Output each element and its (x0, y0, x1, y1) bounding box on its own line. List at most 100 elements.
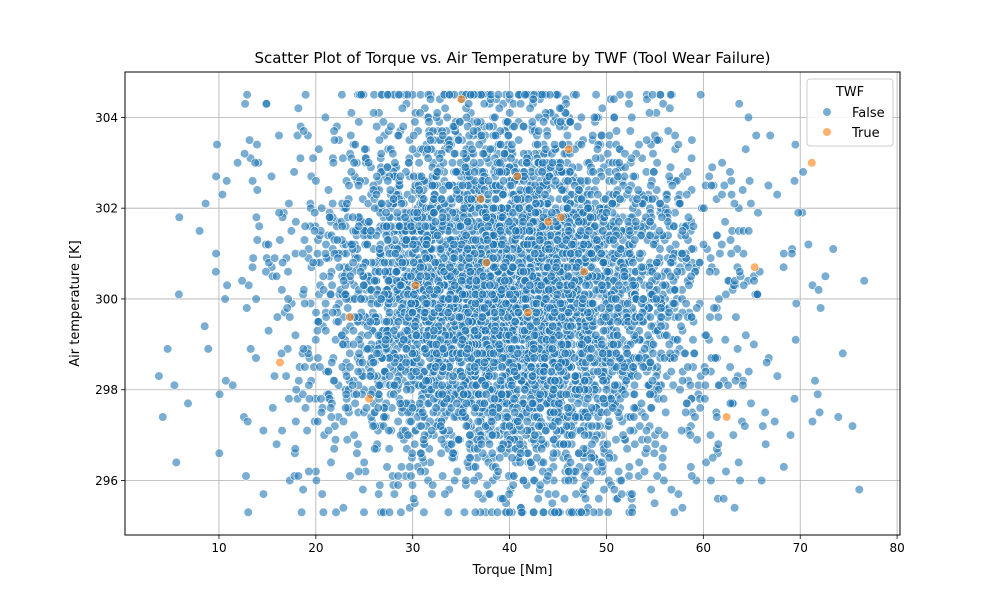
data-point-false (589, 168, 598, 177)
data-point-false (417, 449, 426, 458)
data-point-false (571, 413, 580, 422)
data-point-false (663, 331, 672, 340)
data-point-false (296, 154, 305, 163)
data-point-false (689, 336, 698, 345)
data-point-false (339, 417, 348, 426)
data-point-false (678, 376, 687, 385)
data-point-false (485, 490, 494, 499)
data-point-false (264, 240, 273, 249)
data-point-false (321, 299, 330, 308)
data-point-false (443, 113, 452, 122)
data-point-false (215, 390, 224, 399)
data-point-false (252, 295, 261, 304)
data-point-false (305, 381, 314, 390)
data-point-false (471, 236, 480, 245)
data-point-false (592, 90, 601, 99)
data-point-false (212, 267, 221, 276)
data-point-false (420, 508, 429, 517)
data-point-false (310, 208, 319, 217)
data-point-false (702, 331, 711, 340)
data-point-false (170, 381, 179, 390)
data-point-false (710, 304, 719, 313)
data-point-false (585, 463, 594, 472)
data-point-false (402, 358, 411, 367)
data-point-false (650, 168, 659, 177)
data-point-false (381, 267, 390, 276)
data-point-false (707, 181, 716, 190)
data-point-false (685, 281, 694, 290)
data-point-false (272, 272, 281, 281)
data-point-false (313, 417, 322, 426)
data-point-false (624, 186, 633, 195)
data-point-false (548, 499, 557, 508)
data-point-false (628, 508, 637, 517)
data-point-false (201, 199, 210, 208)
data-point-false (243, 417, 252, 426)
data-point-false (674, 313, 683, 322)
data-point-false (721, 218, 730, 227)
data-point-false (380, 413, 389, 422)
data-point-false (628, 490, 637, 499)
data-point-false (646, 390, 655, 399)
data-point-false (647, 485, 656, 494)
data-point-false (706, 254, 715, 263)
data-point-false (696, 90, 705, 99)
data-point-false (614, 467, 623, 476)
data-point-false (688, 472, 697, 481)
data-point-false (563, 131, 572, 140)
data-point-false (626, 127, 635, 136)
data-point-false (441, 490, 450, 499)
data-point-false (630, 381, 639, 390)
data-point-false (460, 508, 469, 517)
data-point-false (354, 467, 363, 476)
data-point-false (416, 90, 425, 99)
data-point-false (736, 476, 745, 485)
data-point-false (666, 104, 675, 113)
data-point-false (649, 349, 658, 358)
data-point-false (407, 472, 416, 481)
data-point-false (290, 168, 299, 177)
data-point-false (499, 190, 508, 199)
data-point-false (770, 417, 779, 426)
data-point-false (403, 385, 412, 394)
data-point-false (284, 267, 293, 276)
data-point-false (331, 435, 340, 444)
data-point-false (479, 149, 488, 158)
data-point-false (534, 127, 543, 136)
data-point-false (409, 494, 418, 503)
data-point-false (691, 413, 700, 422)
data-point-false (365, 218, 374, 227)
data-point-false (291, 445, 300, 454)
data-point-false (354, 440, 363, 449)
data-point-false (252, 213, 261, 222)
data-point-false (393, 208, 402, 217)
data-point-false (593, 236, 602, 245)
data-point-false (726, 363, 735, 372)
data-point-false (338, 363, 347, 372)
data-point-false (462, 476, 471, 485)
data-point-false (629, 363, 638, 372)
data-point-false (338, 222, 347, 231)
data-point-false (390, 490, 399, 499)
data-point-false (714, 313, 723, 322)
data-point-false (357, 295, 366, 304)
data-point-false (292, 218, 301, 227)
data-point-false (373, 172, 382, 181)
data-point-false (686, 381, 695, 390)
data-point-false (346, 349, 355, 358)
data-point-false (285, 395, 294, 404)
data-point-false (706, 313, 715, 322)
data-point-false (695, 258, 704, 267)
data-point-false (364, 159, 373, 168)
data-point-false (708, 163, 717, 172)
data-point-false (267, 172, 276, 181)
data-point-false (243, 90, 252, 99)
data-point-false (275, 208, 284, 217)
data-point-false (462, 399, 471, 408)
data-point-false (401, 213, 410, 222)
data-point-false (322, 326, 331, 335)
data-point-false (349, 326, 358, 335)
data-point-false (674, 140, 683, 149)
data-point-false (347, 109, 356, 118)
data-point-false (726, 168, 735, 177)
